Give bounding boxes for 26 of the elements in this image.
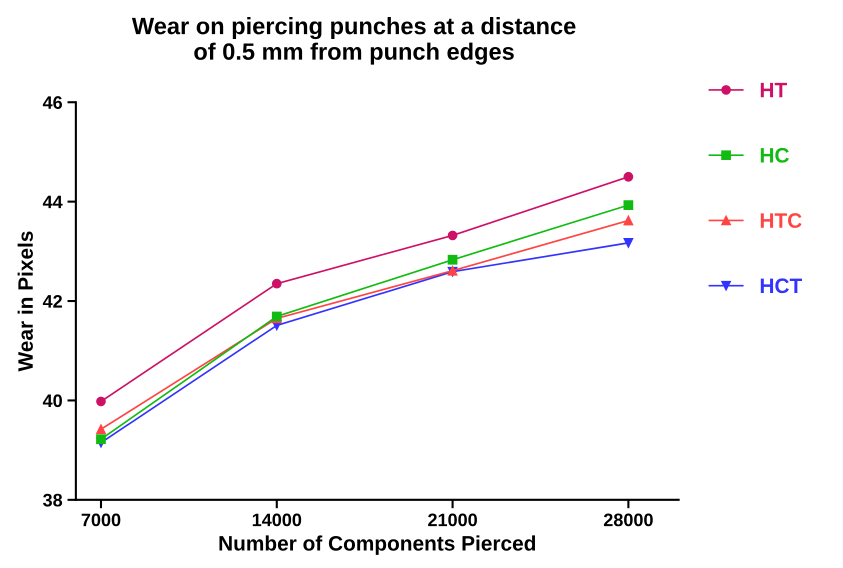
x-axis-title: Number of Components Pierced [219,535,536,555]
point [624,238,634,248]
point [448,230,458,240]
y-axis-title: Wear in Pixels [18,231,33,372]
point [624,172,634,182]
x-tick-label: 7000 [82,514,120,526]
point [624,216,634,226]
y-tick-label: 38 [43,494,62,507]
point [96,424,106,434]
x-tick-label: 14000 [252,514,302,526]
x-tick-label: 28000 [604,514,653,526]
legend-label: HTC [760,213,802,228]
point [272,278,282,289]
legend-label: HC [760,148,789,163]
x-tick-label: 21000 [428,514,477,526]
legend-label: HT [760,82,787,98]
point [448,254,458,265]
chart-title: Wear on piercing punches at a distance of 0.5 mm from punch edges [132,17,576,65]
y-tick-label: 44 [42,196,63,208]
legend-label: HCT [760,278,802,294]
y-tick-label: 46 [42,96,62,109]
y-tick-label: 40 [42,394,62,408]
point [96,434,106,444]
point [624,200,634,210]
y-tick-label: 42 [42,294,62,308]
point [96,396,106,406]
